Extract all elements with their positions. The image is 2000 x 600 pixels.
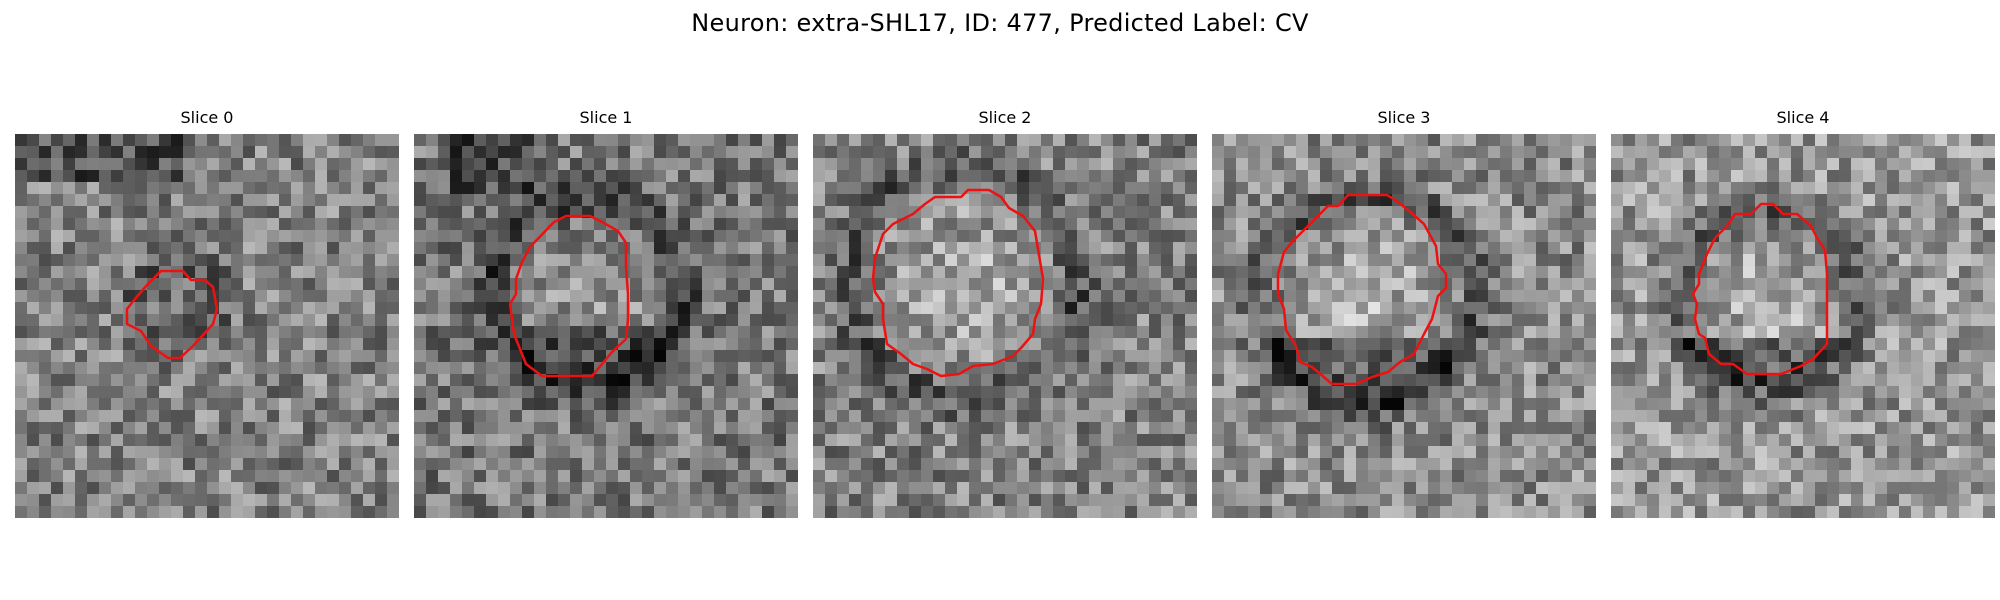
slice-image [813, 134, 1197, 518]
slice-image [1611, 134, 1995, 518]
segmentation-contour [871, 188, 1045, 378]
contour-overlay [125, 269, 219, 360]
figure-title: Neuron: extra-SHL17, ID: 477, Predicted … [691, 9, 1309, 37]
grayscale-micrograph [15, 134, 399, 518]
contour-overlay [1276, 193, 1448, 386]
segmentation-contour [125, 269, 219, 360]
grayscale-micrograph [414, 134, 798, 518]
contour-overlay [871, 188, 1045, 378]
slice-title: Slice 2 [978, 108, 1032, 127]
slice-image [414, 134, 798, 518]
slice-title: Slice 0 [180, 108, 234, 127]
slice-image [15, 134, 399, 518]
contour-overlay [1691, 202, 1829, 376]
grayscale-micrograph [1212, 134, 1596, 518]
slice-title: Slice 4 [1776, 108, 1830, 127]
slice-title: Slice 3 [1377, 108, 1431, 127]
contour-overlay [508, 214, 630, 378]
slice-image [1212, 134, 1596, 518]
grayscale-micrograph [813, 134, 1197, 518]
slice-title: Slice 1 [579, 108, 633, 127]
segmentation-contour [1691, 202, 1829, 376]
grayscale-micrograph [1611, 134, 1995, 518]
segmentation-contour [508, 214, 630, 378]
segmentation-contour [1276, 193, 1448, 386]
